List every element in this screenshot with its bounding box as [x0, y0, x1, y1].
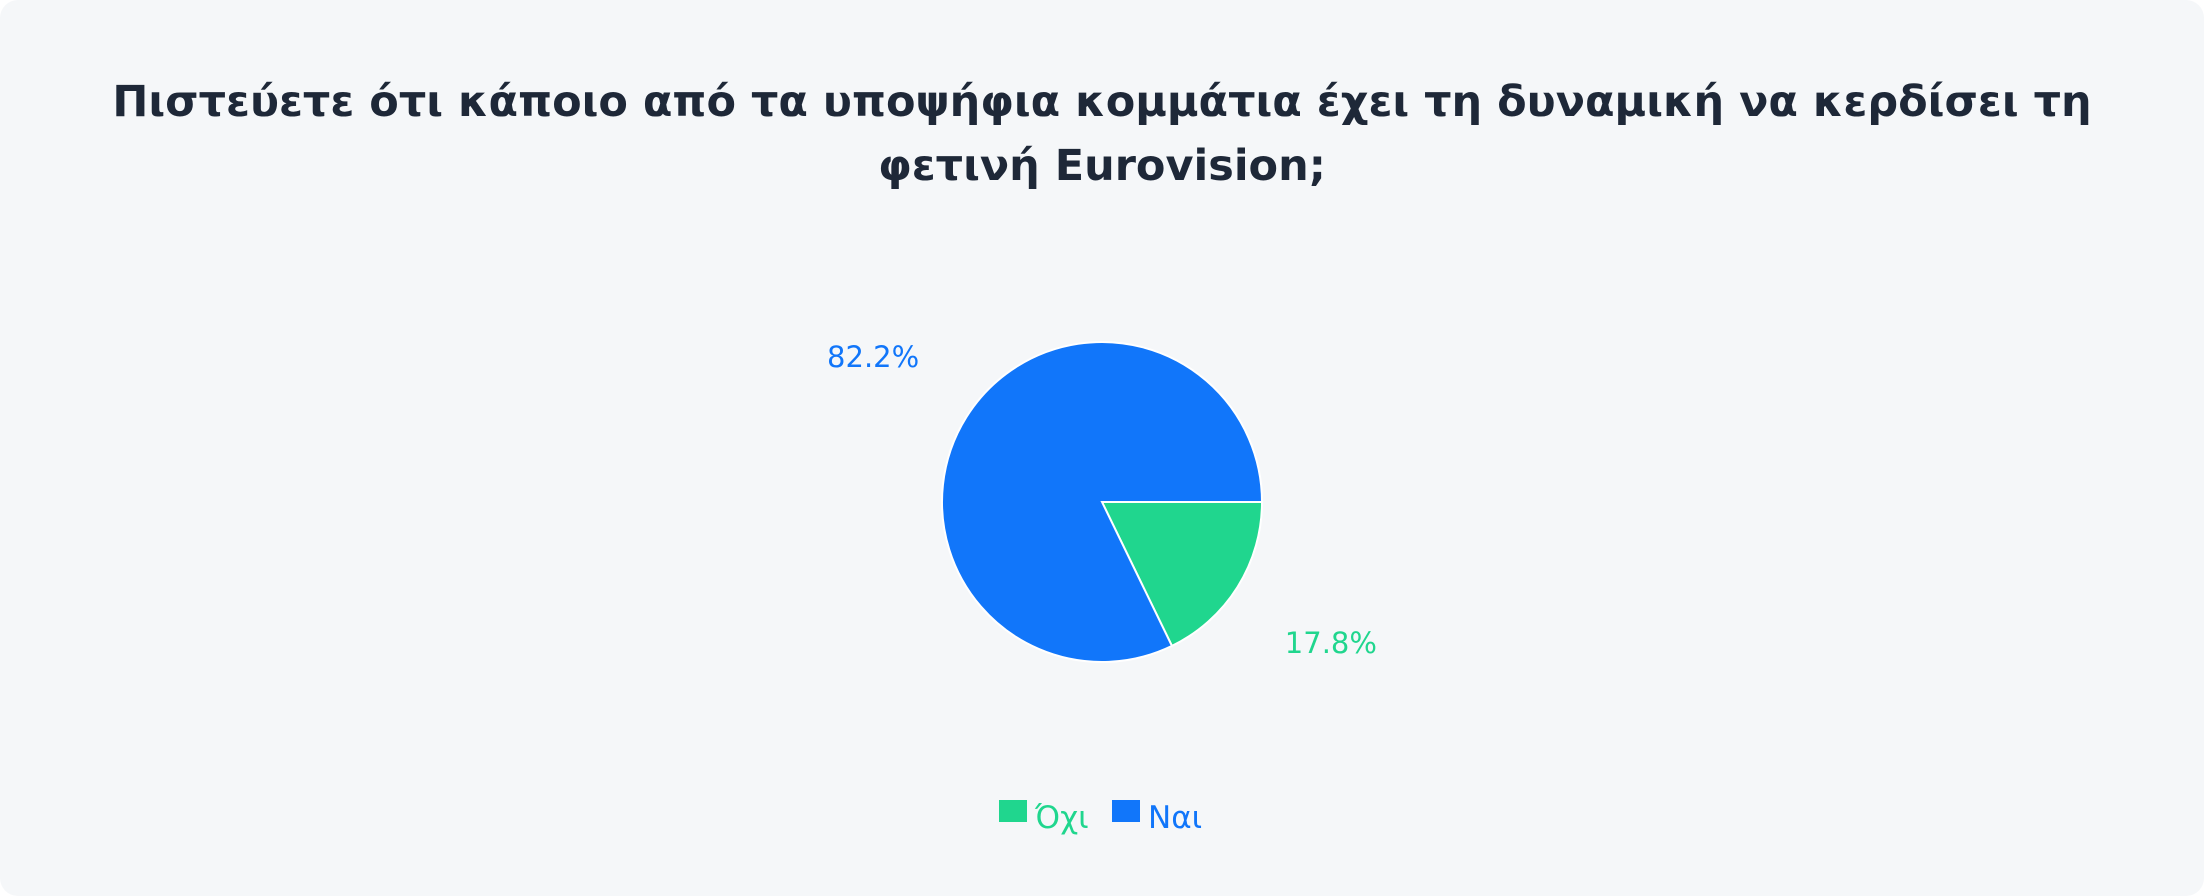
slice-label-0: 17.8%	[1285, 626, 1377, 660]
legend-swatch-1	[1112, 800, 1140, 822]
legend-item-1[interactable]: Ναι	[1112, 800, 1202, 836]
legend-item-0[interactable]: Όχι	[999, 800, 1089, 836]
legend-swatch-0	[999, 800, 1027, 822]
slice-labels: 17.8% 82.2%	[827, 340, 1377, 660]
pie-slice-1[interactable]	[941, 341, 1264, 663]
chart-legend: Όχι Ναι	[999, 800, 1202, 836]
chart-title: Πιστεύετε ότι κάποιο από τα υποψήφια κομ…	[112, 77, 2092, 191]
pie-slice-0[interactable]	[1100, 501, 1264, 648]
pie-slices	[941, 341, 1264, 663]
legend-label-0: Όχι	[1034, 800, 1089, 836]
legend-label-1: Ναι	[1148, 800, 1202, 836]
slice-label-1: 82.2%	[827, 340, 919, 374]
